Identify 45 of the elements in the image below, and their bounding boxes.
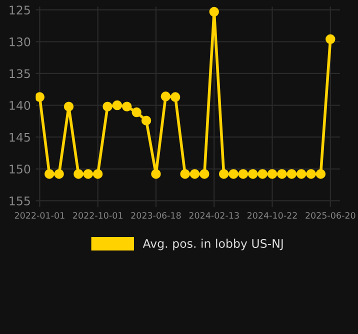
point xyxy=(316,169,326,179)
point xyxy=(83,169,93,179)
point xyxy=(306,169,316,179)
point xyxy=(132,107,142,118)
point xyxy=(258,169,268,179)
x-tick-label: 2024-10-22 xyxy=(247,212,297,219)
x-tick-label: 2024-02-13 xyxy=(189,212,239,219)
point xyxy=(36,92,45,102)
y-tick-label: 155 xyxy=(10,196,30,206)
point xyxy=(277,169,287,179)
point xyxy=(180,169,190,179)
point xyxy=(112,100,122,110)
point xyxy=(326,34,336,44)
point xyxy=(190,169,200,179)
point xyxy=(54,169,64,179)
point xyxy=(170,92,180,102)
x-tick-label: 2022-01-01 xyxy=(14,212,64,219)
x-tick-label: 2025-06-20 xyxy=(306,212,356,219)
x-tick-label: 2022-10-01 xyxy=(73,212,122,219)
point xyxy=(64,102,74,112)
point xyxy=(122,102,132,112)
point xyxy=(296,169,306,179)
point xyxy=(218,169,229,179)
y-tick-label: 150 xyxy=(10,164,30,174)
point xyxy=(160,92,171,102)
point xyxy=(141,116,152,126)
point xyxy=(238,169,248,179)
point xyxy=(102,102,112,112)
point xyxy=(228,169,238,179)
y-tick-label: 135 xyxy=(10,69,30,78)
y-tick-label: 145 xyxy=(10,132,30,142)
legend-label: Avg. pos. in lobby US-NJ xyxy=(142,238,283,250)
point xyxy=(44,169,54,179)
point xyxy=(151,169,161,179)
y-tick-label: 140 xyxy=(10,101,30,110)
y-tick-label: 130 xyxy=(10,37,30,46)
point xyxy=(286,169,297,179)
point xyxy=(267,169,278,179)
point xyxy=(74,169,84,179)
point xyxy=(200,169,210,179)
y-tick-label: 125 xyxy=(10,6,30,15)
point xyxy=(248,169,258,179)
x-tick-label: 2023-06-18 xyxy=(131,212,181,219)
point xyxy=(209,6,219,17)
point xyxy=(92,169,103,179)
